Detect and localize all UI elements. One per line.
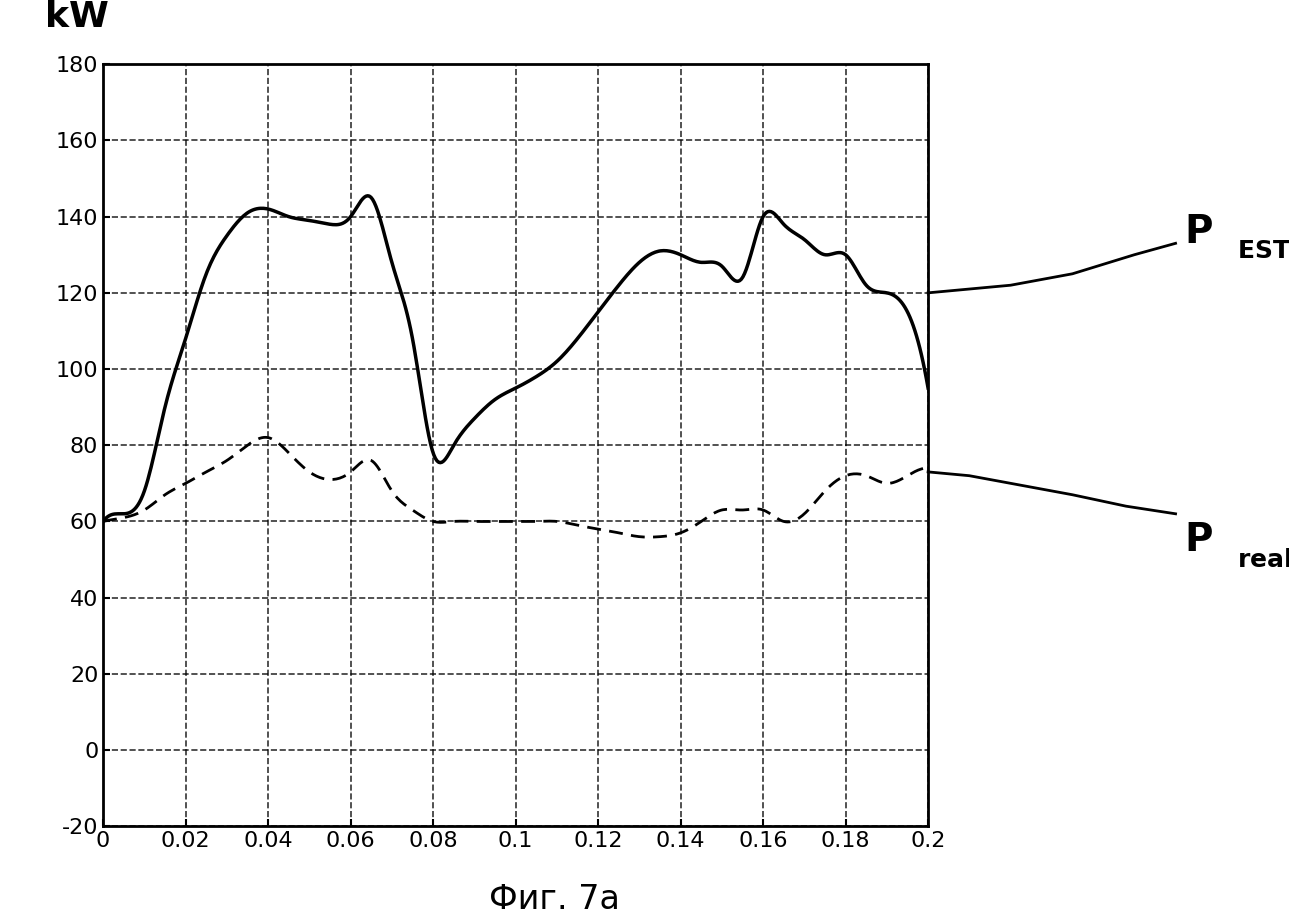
- Text: $\mathbf{P}$: $\mathbf{P}$: [1183, 521, 1213, 559]
- Text: $\mathbf{P}$: $\mathbf{P}$: [1183, 213, 1213, 251]
- Text: $\mathbf{real}$: $\mathbf{real}$: [1237, 547, 1289, 572]
- Text: kW: kW: [45, 0, 110, 34]
- Text: Фиг. 7a: Фиг. 7a: [489, 883, 620, 916]
- Text: $\mathbf{EST}$: $\mathbf{EST}$: [1237, 239, 1289, 263]
